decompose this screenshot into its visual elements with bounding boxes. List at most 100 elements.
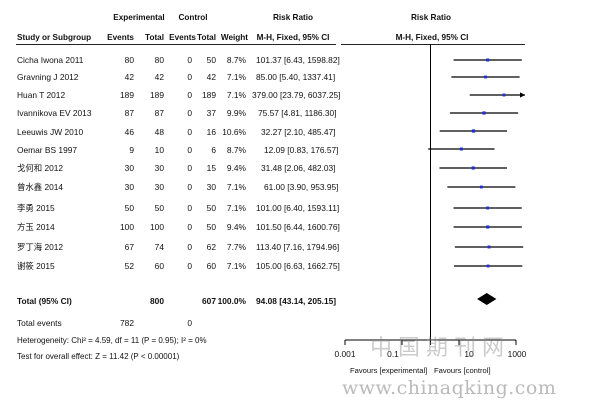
point-estimate-marker — [486, 264, 490, 268]
ctl-events: 0 — [187, 203, 192, 213]
header-study: Study or Subgroup — [17, 33, 92, 42]
exp-events: 42 — [124, 72, 134, 82]
ctl-total: 30 — [206, 182, 216, 192]
ctl-total: 50 — [206, 222, 216, 232]
study-name: Cicha Iwona 2011 — [17, 55, 84, 65]
risk-ratio-ci: 101.50 [6.44, 1600.76] — [256, 222, 340, 232]
point-estimate-marker — [486, 225, 490, 229]
total-risk-ratio: 94.08 [43.14, 205.15] — [256, 296, 337, 306]
point-estimate-marker — [486, 58, 490, 62]
point-estimate-marker — [471, 129, 476, 133]
tick-label: 10 — [464, 349, 474, 359]
header-ci-label-plot: M-H, Fixed, 95% CI — [395, 33, 469, 42]
study-name: Leeuwis JW 2010 — [17, 127, 84, 137]
header-ctl-events: Events — [169, 33, 196, 42]
exp-events: 189 — [120, 90, 134, 100]
risk-ratio-ci: 379.00 [23.79, 6037.25] — [252, 90, 341, 100]
ctl-total: 189 — [202, 90, 216, 100]
ctl-events: 0 — [187, 55, 192, 65]
ctl-events: 0 — [187, 222, 192, 232]
point-estimate-marker — [486, 206, 490, 210]
exp-events: 50 — [124, 203, 134, 213]
point-estimate-marker — [471, 166, 475, 170]
ctl-total: 6 — [211, 145, 216, 155]
risk-ratio-ci: 32.27 [2.10, 485.47] — [261, 127, 336, 137]
header-risk-ratio: Risk Ratio — [272, 13, 314, 22]
ctl-events: 0 — [187, 90, 192, 100]
point-estimate-marker — [502, 93, 506, 97]
total-weight: 100.0% — [217, 296, 246, 306]
ctl-events: 0 — [187, 145, 192, 155]
header-divider-plot — [341, 44, 525, 45]
header-weight: Weight — [220, 33, 248, 42]
risk-ratio-ci: 85.00 [5.40, 1337.41] — [256, 72, 336, 82]
weight: 9.4% — [226, 163, 246, 173]
ctl-events: 0 — [187, 261, 192, 271]
total-events-exp: 782 — [120, 318, 134, 328]
risk-ratio-ci: 101.00 [6.40, 1593.11] — [256, 203, 340, 213]
point-estimate-marker — [479, 185, 483, 189]
favours-control-label: Favours [control] — [434, 366, 491, 375]
exp-events: 52 — [124, 261, 134, 271]
exp-events: 30 — [124, 163, 134, 173]
header-divider-table — [16, 44, 336, 45]
header-experimental: Experimental — [113, 13, 165, 22]
weight: 9.4% — [226, 222, 246, 232]
tick-label: 1000 — [507, 349, 527, 359]
weight: 7.1% — [226, 182, 246, 192]
risk-ratio-ci: 61.00 [3.90, 953.95] — [264, 182, 339, 192]
header-risk-ratio-plot: Risk Ratio — [410, 13, 452, 22]
header-exp-total: Total — [145, 33, 164, 42]
total-label: Total (95% CI) — [17, 296, 72, 306]
point-estimate-marker — [487, 245, 491, 249]
ctl-total: 62 — [206, 242, 216, 252]
exp-events: 100 — [120, 222, 134, 232]
exp-total: 74 — [154, 242, 164, 252]
heterogeneity-stats: Heterogeneity: Chi² = 4.59, df = 11 (P =… — [17, 336, 207, 345]
study-name: Ivannikova EV 2013 — [17, 108, 92, 118]
exp-total: 189 — [150, 90, 164, 100]
exp-total: 30 — [154, 182, 164, 192]
pooled-effect-diamond — [477, 293, 497, 305]
study-name: 罗丁海 2012 — [17, 242, 64, 252]
exp-total: 80 — [154, 55, 164, 65]
ctl-events: 0 — [187, 163, 192, 173]
exp-total: 87 — [154, 108, 164, 118]
exp-total: 50 — [154, 203, 164, 213]
study-name: Huan T 2012 — [17, 90, 66, 100]
exp-events: 80 — [124, 55, 134, 65]
weight: 7.1% — [226, 261, 246, 271]
exp-total: 100 — [150, 222, 164, 232]
exp-events: 9 — [129, 145, 134, 155]
watermark-url: www.chinaqking.com — [342, 377, 557, 399]
ctl-total: 16 — [206, 127, 216, 137]
weight: 8.7% — [226, 145, 246, 155]
risk-ratio-ci: 105.00 [6.63, 1662.75] — [256, 261, 340, 271]
header-ci-label: M-H, Fixed, 95% CI — [256, 33, 330, 42]
weight: 7.7% — [226, 242, 246, 252]
risk-ratio-ci: 31.48 [2.06, 482.03] — [261, 163, 336, 173]
header-control: Control — [178, 13, 208, 22]
weight: 7.1% — [226, 72, 246, 82]
ctl-events: 0 — [187, 72, 192, 82]
total-events-label: Total events — [17, 318, 62, 328]
point-estimate-marker — [482, 111, 486, 115]
ctl-events: 0 — [187, 182, 192, 192]
tick-label: 0.1 — [387, 349, 399, 359]
weight: 7.1% — [226, 90, 246, 100]
total-events-ctl: 0 — [187, 318, 192, 328]
exp-events: 46 — [124, 127, 134, 137]
point-estimate-marker — [484, 75, 487, 79]
risk-ratio-ci: 12.09 [0.83, 176.57] — [264, 145, 339, 155]
study-name: 曾水鑫 2014 — [17, 182, 64, 192]
ci-arrow — [520, 92, 525, 98]
watermark-cn: 中国期刊网 — [370, 336, 511, 361]
weight: 10.6% — [222, 127, 246, 137]
ctl-total: 50 — [206, 203, 216, 213]
risk-ratio-ci: 113.40 [7.16, 1794.96] — [256, 242, 340, 252]
overall-effect-stats: Test for overall effect: Z = 11.42 (P < … — [17, 352, 180, 361]
exp-total: 48 — [154, 127, 164, 137]
risk-ratio-ci: 101.37 [6.43, 1598.82] — [256, 55, 340, 65]
weight: 8.7% — [226, 55, 246, 65]
